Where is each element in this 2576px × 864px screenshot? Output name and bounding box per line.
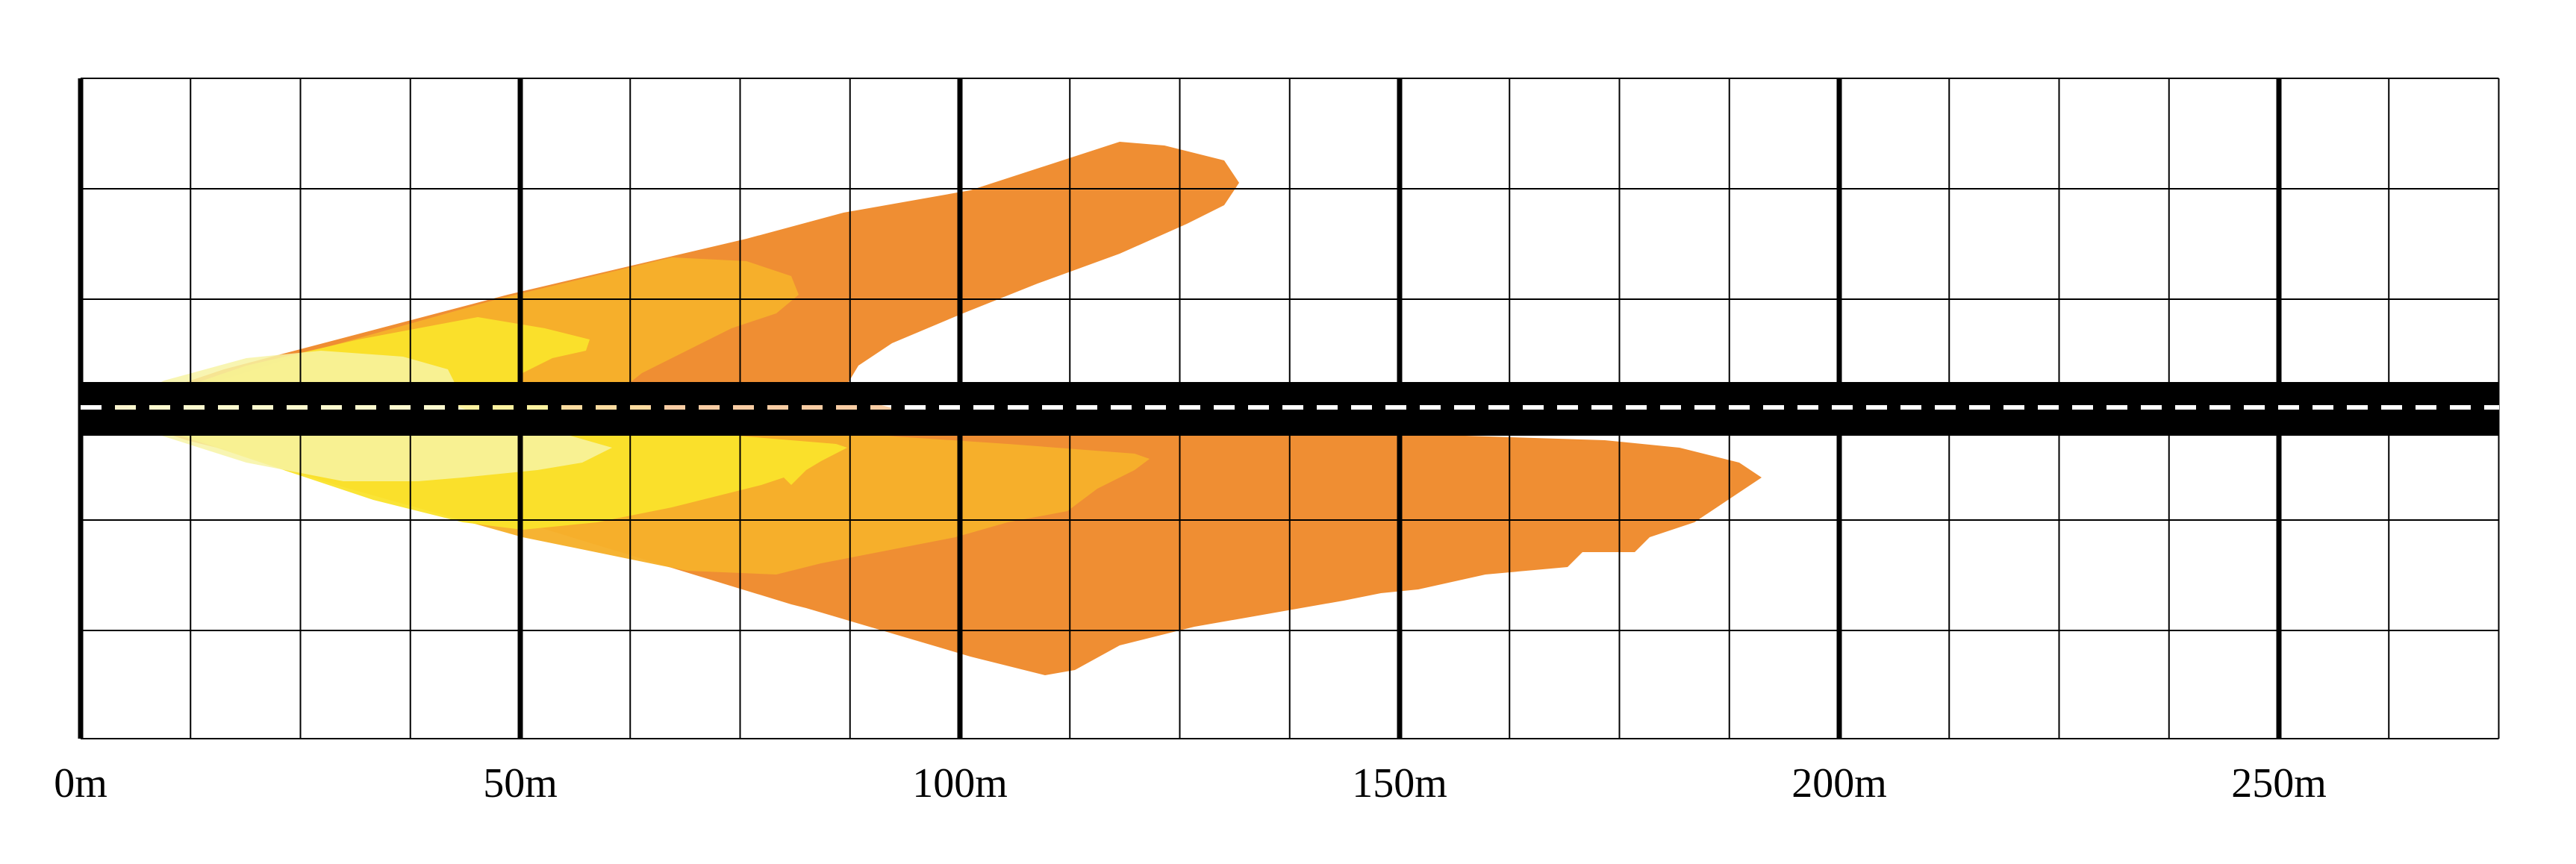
x-tick-label: 0m [54,760,107,807]
x-tick-label: 50m [483,760,558,807]
x-tick-label: 100m [912,760,1008,807]
x-tick-label: 250m [2231,760,2327,807]
x-tick-label: 150m [1352,760,1447,807]
zone-outer [106,142,1762,675]
beam-zones [106,142,1762,675]
x-axis-tick-labels: 0m 50m 100m 150m 200m 250m [54,760,2327,807]
zone-core [106,351,612,481]
x-tick-label: 200m [1791,760,1887,807]
